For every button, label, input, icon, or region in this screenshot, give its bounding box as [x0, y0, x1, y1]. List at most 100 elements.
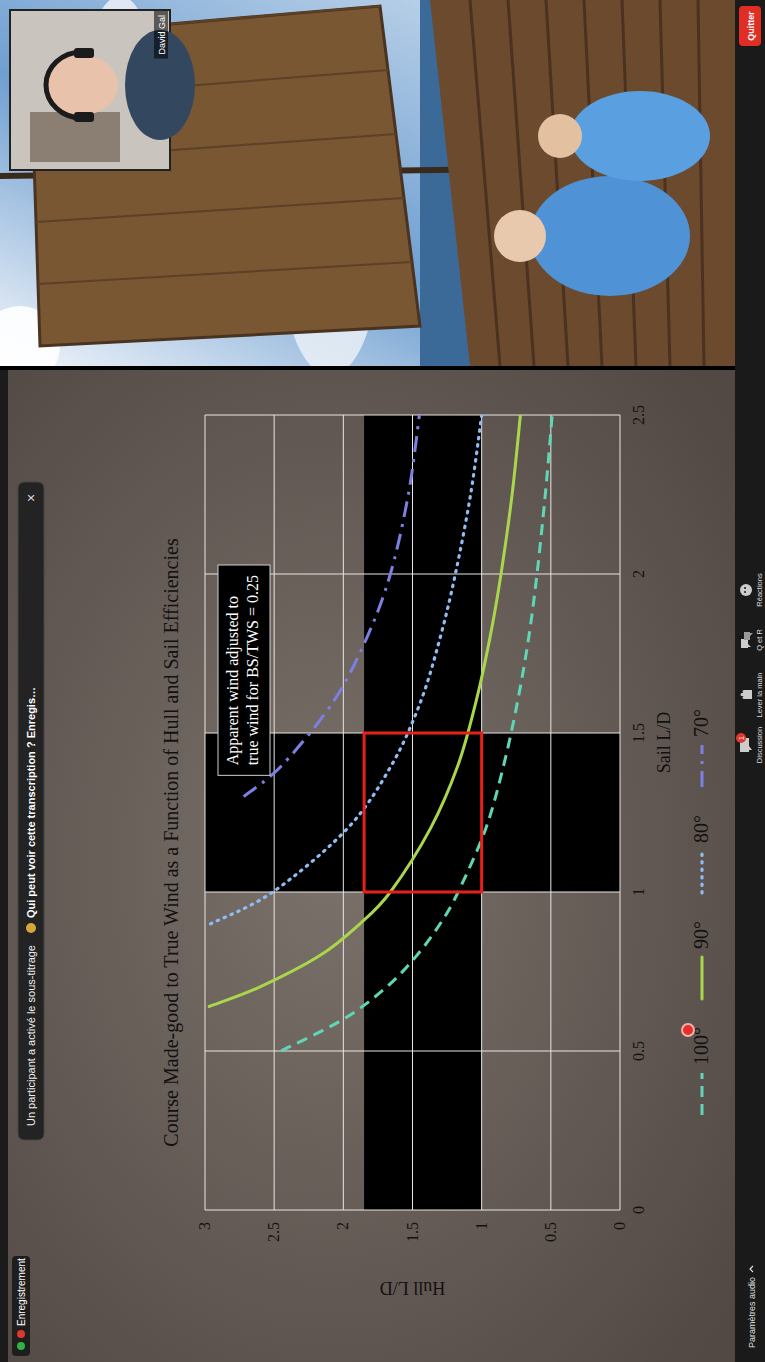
- notice-icon: [26, 923, 36, 933]
- video-plank: [698, 0, 704, 366]
- plot-area: [209, 415, 552, 1051]
- legend-item: 80°: [690, 815, 712, 893]
- grid-line: [274, 415, 275, 1210]
- annotation-box: [218, 565, 270, 775]
- video-sail-seam: [38, 262, 412, 284]
- legend-label: 80°: [690, 815, 712, 843]
- video-plank: [546, 0, 568, 366]
- x-tick-label: 2: [630, 570, 647, 578]
- legend: 100° 90° 80° 70°: [690, 709, 712, 1115]
- toolbar-button[interactable]: 1 Discussion: [736, 727, 764, 763]
- video-plank: [470, 0, 500, 366]
- toolbar-label: Lever la main: [755, 672, 764, 717]
- notice-pill: [18, 482, 44, 1140]
- stage: Course Made-good to True Wind as a Funct…: [0, 0, 765, 1362]
- toolbar: [735, 0, 765, 1362]
- recording-label: Enregistrement: [16, 1258, 27, 1326]
- chat-badge-count: 1: [738, 736, 745, 740]
- chevron: [750, 1266, 753, 1272]
- toolbar-label: Discussion: [755, 727, 764, 763]
- qa-icon: [744, 632, 753, 640]
- video-deck: [430, 0, 735, 366]
- status-icon: [17, 1342, 25, 1350]
- video-person: [530, 176, 690, 296]
- video-person: [494, 210, 546, 262]
- quit-label: Quitter: [746, 11, 756, 41]
- legend-item: 100°: [690, 1027, 712, 1115]
- chart-title: Course Made-good to True Wind as a Funct…: [160, 538, 183, 1147]
- toolbar-label: Q et R: [755, 629, 764, 651]
- legend-label: 90°: [690, 921, 712, 949]
- annotation-text: true wind for BS/TWS = 0.25: [244, 575, 261, 765]
- grid-line: [343, 415, 344, 1210]
- video-person: [538, 114, 582, 158]
- y-tick-label: 0.5: [542, 1222, 559, 1242]
- hand-icon: [741, 690, 753, 699]
- video-sail-seam: [36, 198, 404, 222]
- y-tick-label: 2: [334, 1222, 351, 1230]
- toolbar-button[interactable]: Réactions: [740, 573, 764, 607]
- annotation: Apparent wind adjusted totrue wind for B…: [218, 565, 270, 775]
- screen: Course Made-good to True Wind as a Funct…: [0, 0, 765, 1362]
- video-sail: [30, 6, 420, 346]
- grid-line: [620, 415, 621, 1210]
- y-tick-label: 0: [611, 1222, 628, 1230]
- notice-close[interactable]: ×: [23, 494, 39, 502]
- legend-swatch: [700, 851, 703, 893]
- top-bar: [0, 370, 8, 1362]
- x-tick-label: 1.5: [630, 723, 647, 743]
- speaker-name-bg: [154, 11, 168, 59]
- recording-pill: [12, 1256, 30, 1356]
- cursor: [682, 1024, 694, 1036]
- video: [0, 0, 735, 366]
- series-line: [211, 415, 482, 924]
- grid-line: [412, 415, 413, 1210]
- qa-icon: [741, 639, 751, 648]
- speaker-name: David Gal: [157, 15, 167, 55]
- video-sea: [420, 0, 735, 366]
- quit-button[interactable]: [739, 6, 761, 46]
- reactions-icon: [740, 584, 752, 596]
- video-plank: [660, 0, 670, 366]
- legend-swatch: [701, 1073, 704, 1115]
- audio-settings[interactable]: Paramètres audio: [747, 1277, 757, 1348]
- y-tick-label: 3: [196, 1222, 213, 1230]
- notice: Un participant a activé le sous-titrage Q…: [18, 482, 44, 1140]
- legend-item: 90°: [690, 921, 712, 999]
- speaker-headphones: [46, 52, 82, 118]
- annotation-text: Apparent wind adjusted to: [224, 596, 242, 765]
- y-tick-label: 1.5: [404, 1222, 421, 1242]
- toolbar-button[interactable]: Q et R: [741, 629, 764, 651]
- video-sky: [0, 0, 735, 366]
- video-plank: [508, 0, 534, 366]
- legend-swatch: [701, 745, 704, 787]
- legend-swatch: [701, 957, 704, 999]
- y-tick-label: 2.5: [265, 1222, 282, 1242]
- notice-link[interactable]: Qui peut voir cette transcription ? Enre…: [25, 687, 37, 918]
- notice-text: Un participant a activé le sous-titrage: [25, 945, 37, 1126]
- background: [0, 0, 765, 1362]
- reactions-icon: [744, 587, 746, 589]
- highlight-box: [364, 733, 482, 892]
- toolbar-label: Réactions: [755, 573, 764, 607]
- series-line: [209, 415, 520, 1006]
- recording-icon: [17, 1330, 25, 1338]
- speaker-headphones: [74, 48, 94, 58]
- reactions-icon: [744, 591, 746, 593]
- y-axis-title: Hull L/D: [380, 1278, 446, 1298]
- chat-badge: [736, 733, 746, 743]
- legend-label: 70°: [690, 709, 712, 737]
- grid-line: [205, 415, 206, 1210]
- video-person: [570, 91, 710, 181]
- x-axis-title: Sail L/D: [654, 712, 674, 774]
- x-tick-label: 1: [630, 888, 647, 896]
- slide-background: [0, 370, 735, 1362]
- legend-item: 70°: [690, 709, 712, 787]
- x-tick-label: 0.5: [630, 1041, 647, 1061]
- speaker-headphones: [74, 112, 94, 122]
- y-tick-label: 1: [473, 1222, 490, 1230]
- x-tick-label: 0: [630, 1206, 647, 1214]
- toolbar-button[interactable]: Lever la main: [741, 672, 765, 717]
- grid-line: [550, 415, 551, 1210]
- thumbnail-background: [30, 112, 120, 162]
